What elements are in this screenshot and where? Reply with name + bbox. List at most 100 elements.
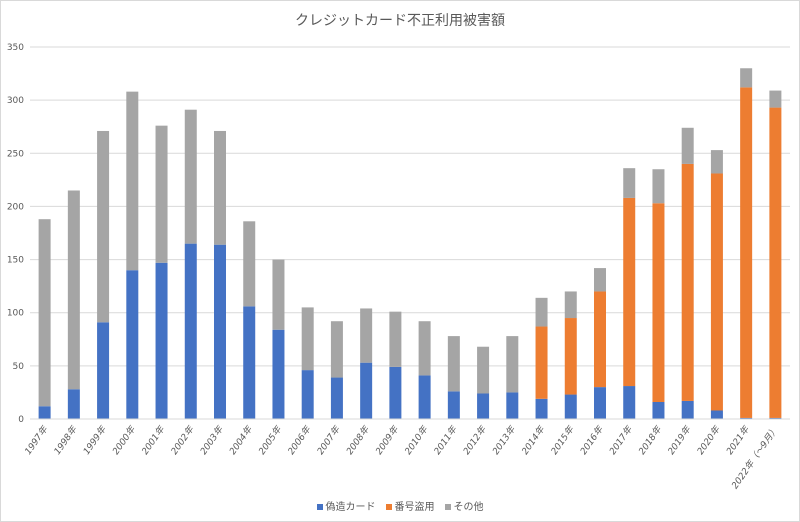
x-tick-label: 2018年 — [637, 424, 665, 457]
legend-item: 偽造カード — [316, 498, 376, 513]
bar-other — [67, 190, 80, 390]
x-tick-label: 2019年 — [666, 424, 694, 457]
x-tick-label: 2009年 — [374, 424, 402, 457]
bar-other — [301, 307, 314, 371]
bar-other — [564, 291, 577, 319]
bar-counterfeit — [126, 270, 139, 419]
x-tick-label: 1998年 — [52, 424, 80, 457]
x-tick-label: 2020年 — [695, 424, 723, 457]
bar-other — [506, 336, 519, 393]
bar-counterfeit — [652, 401, 665, 419]
bar-other — [418, 321, 431, 376]
legend: 偽造カード 番号盗用 その他 — [0, 498, 800, 513]
bar-other — [681, 127, 694, 164]
legend-item: 番号盗用 — [385, 498, 435, 513]
y-tick-label: 100 — [7, 309, 24, 319]
bar-number-theft — [564, 318, 577, 395]
x-tick-label: 2013年 — [490, 424, 518, 457]
y-tick-label: 350 — [7, 43, 24, 53]
bar-other — [97, 130, 110, 323]
x-tick-label: 2007年 — [315, 424, 343, 457]
legend-label: 番号盗用 — [394, 502, 435, 513]
x-tick-label: 2016年 — [578, 424, 606, 457]
y-tick-label: 150 — [7, 256, 24, 266]
bar-other — [184, 109, 197, 244]
bar-counterfeit — [184, 243, 197, 419]
x-tick-label: 2001年 — [140, 424, 168, 457]
bar-counterfeit — [360, 362, 373, 419]
bar-number-theft — [535, 326, 548, 399]
bar-other — [623, 168, 636, 198]
bar-other — [740, 68, 753, 88]
legend-item: その他 — [444, 498, 484, 513]
y-tick-label: 0 — [18, 415, 24, 425]
x-tick-label: 1999年 — [81, 424, 109, 457]
bar-other — [710, 150, 723, 174]
x-tick-label: 1997年 — [23, 424, 51, 457]
bar-number-theft — [623, 197, 636, 387]
bar-other — [126, 91, 139, 271]
bar-other — [155, 125, 168, 263]
x-tick-label: 2002年 — [169, 424, 197, 457]
bar-other — [594, 268, 606, 292]
bar-counterfeit — [477, 393, 490, 419]
legend-swatch — [385, 504, 392, 510]
bar-other — [38, 219, 51, 407]
bar-number-theft — [652, 203, 665, 402]
bar-counterfeit — [769, 417, 782, 419]
bar-other — [389, 311, 402, 367]
bar-other — [360, 308, 373, 363]
x-tick-label: 2000年 — [110, 424, 138, 457]
bar-counterfeit — [594, 387, 606, 419]
legend-label: その他 — [453, 502, 484, 513]
bar-counterfeit — [272, 329, 285, 419]
bar-counterfeit — [330, 377, 343, 419]
bar-counterfeit — [564, 394, 577, 419]
bar-other — [535, 297, 548, 327]
x-tick-label: 2012年 — [461, 424, 489, 457]
chart-title: クレジットカード不正利用被害額 — [295, 13, 505, 29]
bar-counterfeit — [214, 244, 226, 419]
bar-other — [243, 221, 256, 307]
bar-number-theft — [740, 87, 753, 418]
x-tick-label: 2004年 — [227, 424, 255, 457]
bar-number-theft — [594, 291, 606, 388]
bar-counterfeit — [67, 389, 80, 419]
y-tick-label: 300 — [7, 96, 24, 106]
x-tick-label: 2017年 — [607, 424, 635, 457]
bar-other — [330, 321, 343, 378]
bar-counterfeit — [389, 366, 402, 419]
bar-other — [769, 90, 782, 108]
bar-counterfeit — [623, 386, 636, 419]
bar-counterfeit — [243, 306, 256, 419]
y-tick-label: 50 — [13, 362, 25, 372]
x-tick-label: 2005年 — [257, 424, 285, 457]
bar-number-theft — [710, 173, 723, 411]
bar-number-theft — [769, 107, 782, 418]
x-tick-label: 2008年 — [344, 424, 372, 457]
legend-swatch — [444, 504, 451, 510]
bar-other — [272, 259, 285, 330]
bar-counterfeit — [301, 370, 314, 419]
bar-number-theft — [681, 163, 694, 401]
y-tick-label: 250 — [7, 149, 24, 159]
bar-counterfeit — [506, 392, 519, 419]
bar-other — [477, 346, 490, 394]
bar-counterfeit — [97, 322, 110, 419]
bar-other — [447, 336, 460, 392]
x-tick-label: 2021年 — [724, 424, 752, 457]
bar-other — [652, 169, 665, 204]
x-tick-label: 2003年 — [198, 424, 226, 457]
legend-label: 偽造カード — [325, 502, 376, 513]
bar-counterfeit — [535, 398, 548, 419]
x-tick-label: 2010年 — [403, 424, 431, 457]
bar-counterfeit — [38, 406, 51, 419]
y-tick-label: 200 — [7, 202, 24, 212]
bar-counterfeit — [681, 400, 694, 419]
bar-other — [214, 130, 226, 245]
bar-counterfeit — [710, 410, 723, 419]
bar-counterfeit — [418, 375, 431, 419]
x-tick-label: 2006年 — [286, 424, 314, 457]
x-tick-label: 2011年 — [432, 424, 460, 457]
